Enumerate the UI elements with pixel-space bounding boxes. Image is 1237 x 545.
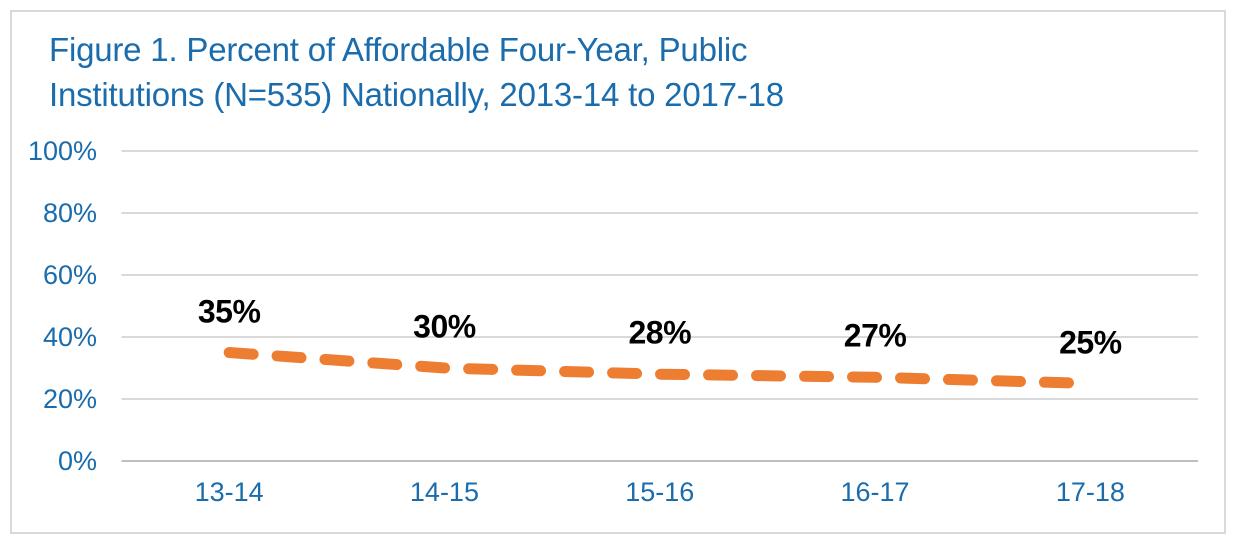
data-label: 30% [413, 308, 476, 345]
chart-title-line-1: Figure 1. Percent of Affordable Four-Yea… [49, 31, 748, 68]
y-tick-label: 40% [42, 321, 97, 352]
x-tick-label: 13-14 [194, 477, 264, 507]
data-label: 28% [628, 314, 692, 351]
data-label: 27% [843, 317, 907, 354]
y-tick-label: 100% [27, 135, 97, 166]
series-line-dashed [223, 347, 1096, 389]
y-tick-label: 60% [42, 259, 97, 290]
x-tick-label: 16-17 [840, 477, 910, 507]
y-tick-label: 80% [42, 197, 97, 228]
chart-title: Figure 1. Percent of Affordable Four-Yea… [49, 27, 784, 117]
x-tick-label: 17-18 [1055, 477, 1125, 507]
data-label: 35% [197, 293, 261, 329]
chart-title-line-2: Institutions (N=535) Nationally, 2013-14… [49, 76, 784, 113]
y-tick-label: 20% [42, 383, 97, 414]
x-tick-label: 15-16 [625, 477, 695, 507]
chart-frame [10, 10, 1226, 534]
y-tick-label: 0% [57, 445, 97, 476]
data-label: 25% [1059, 324, 1122, 360]
x-tick-label: 14-15 [409, 477, 479, 507]
